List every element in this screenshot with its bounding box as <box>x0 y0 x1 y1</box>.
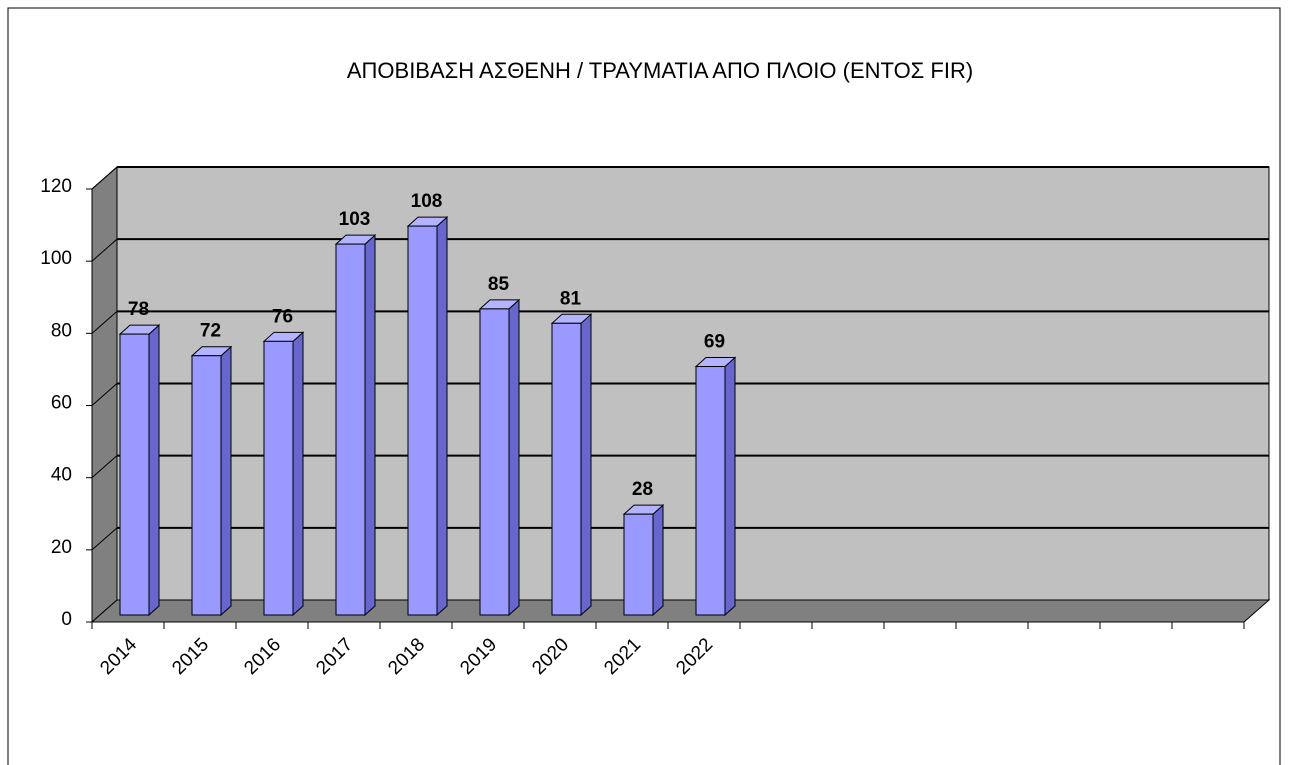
bar-side <box>652 504 664 617</box>
bar <box>263 340 294 616</box>
y-tick-label: 120 <box>40 176 72 197</box>
value-label: 108 <box>411 191 443 212</box>
y-tick-label: 80 <box>51 320 72 341</box>
bar-side <box>508 298 520 617</box>
bar-side <box>436 215 448 617</box>
value-label: 69 <box>704 332 725 353</box>
y-tick-label: 60 <box>51 393 72 414</box>
grid-line-side <box>91 166 118 190</box>
bar-side <box>148 323 160 617</box>
y-tick-label: 20 <box>51 537 72 558</box>
bar-side <box>580 313 592 617</box>
bar <box>479 308 510 616</box>
bar-side <box>724 356 736 617</box>
bar <box>623 513 654 616</box>
grid-line-side <box>91 383 118 406</box>
bar-side <box>292 331 304 617</box>
bar <box>695 366 726 616</box>
bar-side <box>364 233 376 617</box>
grid-line-side <box>91 238 118 262</box>
y-tick-label: 0 <box>61 609 72 630</box>
y-tick-label: 40 <box>51 465 72 486</box>
value-label: 85 <box>488 274 510 295</box>
value-label: 78 <box>128 299 149 320</box>
bar <box>335 243 366 616</box>
value-label: 76 <box>272 306 293 327</box>
value-label: 28 <box>632 479 653 500</box>
bar <box>119 333 150 616</box>
bar <box>191 355 222 616</box>
grid-line-side <box>91 527 118 551</box>
value-label: 81 <box>560 288 582 309</box>
grid-line-side <box>91 455 118 479</box>
bar-side <box>220 345 232 617</box>
chart-title: ΑΠΟΒΙΒΑΣΗ ΑΣΘΕΝΗ / ΤΡΑΥΜΑΤΙΑ ΑΠΟ ΠΛΟΙΟ (… <box>347 58 973 83</box>
grid-line-side <box>91 310 118 334</box>
bar <box>407 225 438 616</box>
value-label: 72 <box>200 321 221 342</box>
bar <box>551 322 582 616</box>
value-label: 103 <box>339 209 371 230</box>
y-tick-label: 100 <box>40 248 72 269</box>
